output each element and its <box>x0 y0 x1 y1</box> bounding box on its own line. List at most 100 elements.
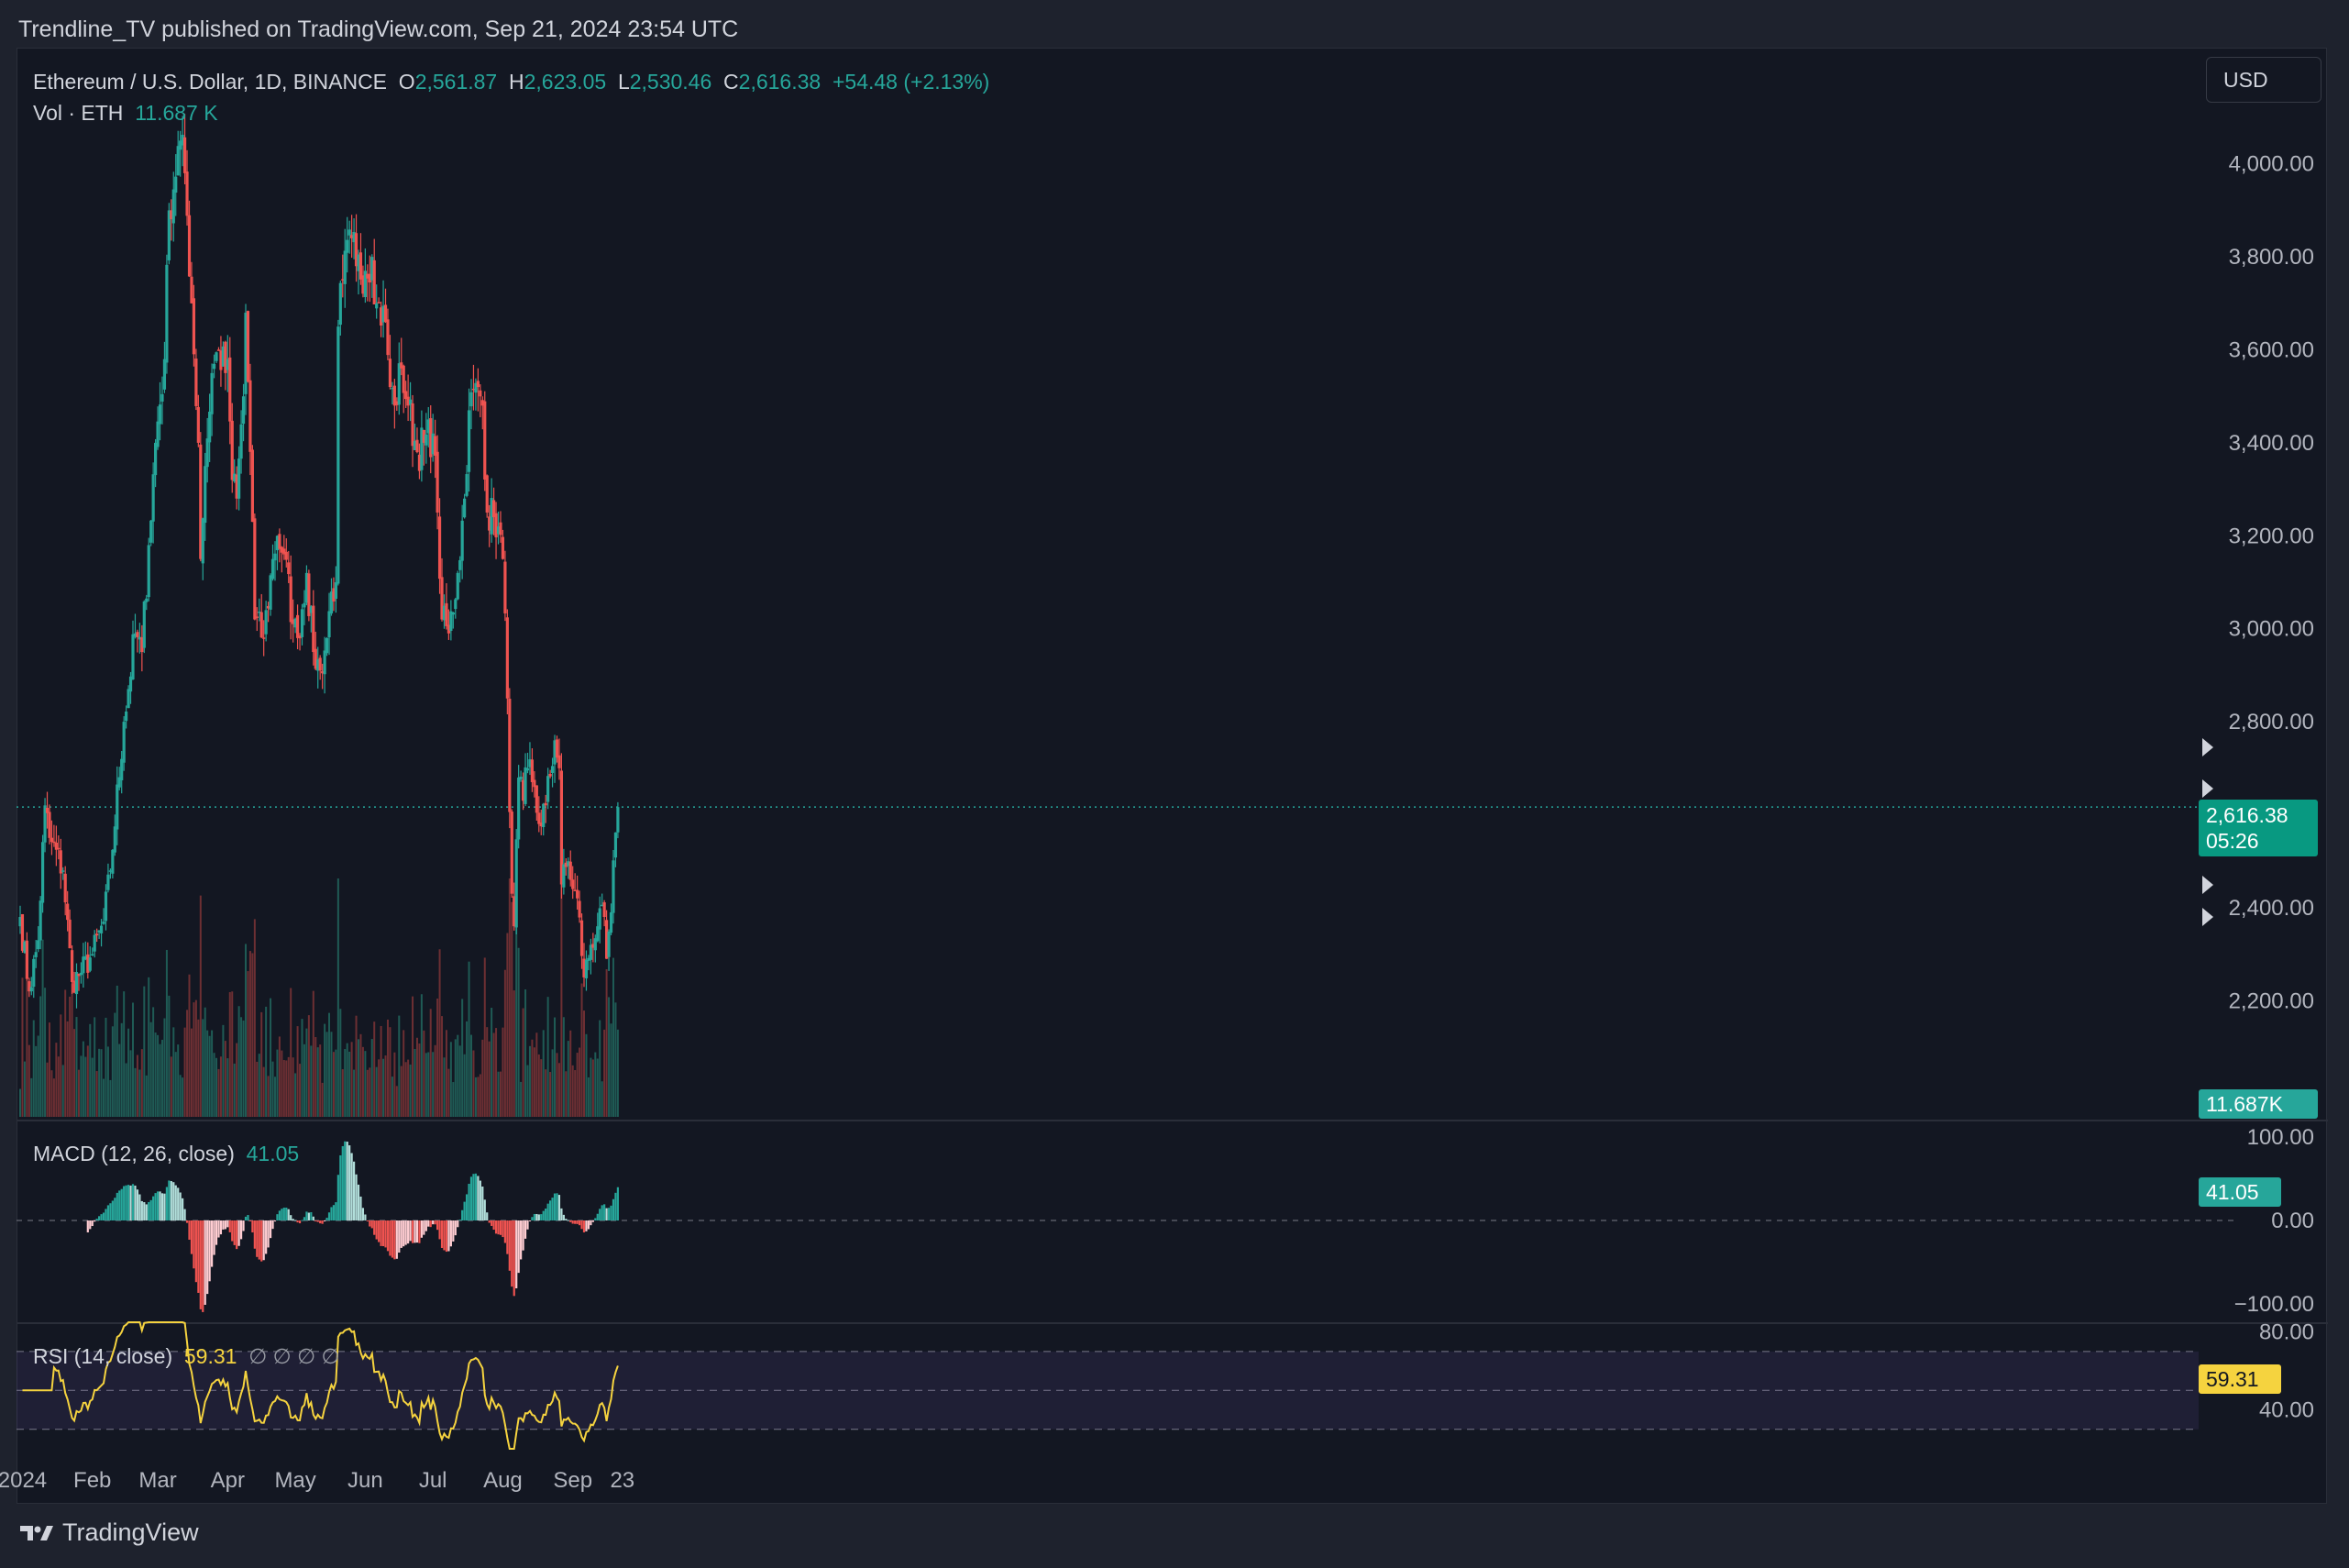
candle-body <box>307 573 311 616</box>
volume-bar <box>316 1047 319 1117</box>
rsi-line <box>22 1321 619 1450</box>
volume-bar <box>384 1055 387 1117</box>
macd-histogram-bar <box>357 1184 360 1220</box>
candle-body <box>530 759 535 782</box>
macd-histogram-bar <box>465 1194 469 1220</box>
volume-bar <box>386 1019 389 1117</box>
volume-bar <box>100 1049 103 1117</box>
candle-body <box>528 759 532 767</box>
volume-bar <box>344 1049 347 1117</box>
macd-axis-label: −100.00 <box>2234 1292 2314 1317</box>
macd-histogram-bar <box>222 1220 225 1230</box>
volume-bar <box>458 1045 461 1117</box>
candle-body <box>471 388 476 391</box>
candle-body <box>160 393 164 402</box>
volume-bar <box>404 1062 407 1117</box>
candle-body <box>332 588 336 602</box>
candle-body <box>122 722 126 763</box>
macd-histogram-bar <box>370 1220 373 1229</box>
volume-value: 11.687 K <box>135 101 218 125</box>
volume-bar <box>82 1041 84 1117</box>
volume-bar <box>129 1050 132 1117</box>
volume-bar <box>535 1032 538 1117</box>
macd-histogram-bar <box>140 1200 143 1220</box>
volume-bar <box>579 1047 581 1117</box>
symbol-title[interactable]: Ethereum / U.S. Dollar, 1D, BINANCE <box>33 70 388 94</box>
macd-histogram-bar <box>183 1209 186 1220</box>
macd-histogram-bar <box>339 1154 342 1220</box>
candle-body <box>201 518 204 564</box>
macd-histogram-bar <box>154 1193 157 1220</box>
volume-bar <box>350 1042 353 1117</box>
volume-bar <box>540 1059 543 1117</box>
candle-body <box>492 500 496 518</box>
candle-body <box>194 358 198 406</box>
macd-histogram-bar <box>533 1213 535 1220</box>
candle-body <box>145 598 149 602</box>
volume-bar <box>567 1041 569 1117</box>
candle-body <box>451 612 455 615</box>
volume-label[interactable]: Vol · ETH <box>33 101 124 125</box>
macd-histogram-bar <box>168 1180 171 1220</box>
macd-histogram-bar <box>138 1194 141 1220</box>
candle-body <box>479 390 482 397</box>
volume-bar <box>594 1052 597 1117</box>
volume-bar <box>353 1069 356 1117</box>
volume-bar <box>556 1053 558 1117</box>
candle-body <box>514 839 518 928</box>
volume-bar <box>608 997 611 1117</box>
candle-body <box>537 812 541 824</box>
volume-bar <box>159 1043 161 1117</box>
macd-histogram-bar <box>188 1220 191 1240</box>
candle-body <box>259 612 263 638</box>
macd-histogram-bar <box>614 1192 617 1220</box>
volume-bar <box>80 1055 83 1117</box>
macd-histogram-bar <box>148 1201 150 1220</box>
candle-body <box>280 547 283 553</box>
candle-body <box>370 257 374 281</box>
candle-body <box>327 611 331 638</box>
rsi-label[interactable]: RSI (14, close) <box>33 1344 173 1368</box>
macd-histogram-bar <box>219 1220 223 1235</box>
volume-bar <box>301 1019 303 1117</box>
macd-histogram-bar <box>494 1220 498 1234</box>
volume-bar <box>106 1046 109 1117</box>
macd-histogram-bar <box>427 1220 430 1227</box>
candle-body <box>68 919 72 949</box>
volume-bar <box>414 1048 416 1117</box>
price-axis-label: 3,000.00 <box>2229 617 2314 642</box>
macd-histogram-bar <box>206 1220 209 1295</box>
tradingview-logo[interactable]: TradingView <box>18 1518 199 1547</box>
volume-bar <box>603 1029 606 1117</box>
macd-histogram-bar <box>292 1219 294 1220</box>
macd-histogram-bar <box>131 1184 135 1220</box>
macd-histogram-bar <box>557 1195 561 1220</box>
macd-histogram-bar <box>352 1161 356 1220</box>
rsi-legend: RSI (14, close) 59.31 ∅ ∅ ∅ ∅ <box>33 1344 340 1369</box>
volume-bar <box>103 1078 105 1117</box>
volume-bar <box>37 1035 39 1117</box>
candle-body <box>303 602 306 608</box>
candle-body <box>503 561 507 613</box>
volume-bar <box>616 1029 619 1117</box>
candle-body <box>66 903 70 921</box>
candle-body <box>41 842 45 903</box>
macd-histogram-bar <box>163 1193 166 1220</box>
macd-axis-label: 0.00 <box>2271 1209 2314 1233</box>
volume-bar <box>601 1081 603 1117</box>
candle-body <box>354 233 358 267</box>
macd-histogram-bar <box>434 1220 436 1225</box>
volume-bar <box>491 1008 493 1117</box>
candle-body <box>463 498 467 518</box>
currency-button[interactable]: USD <box>2206 57 2321 103</box>
volume-bar <box>73 1029 76 1117</box>
macd-histogram-bar <box>585 1220 588 1231</box>
last-price-badge: 2,616.38 05:26 <box>2199 800 2318 856</box>
macd-histogram-bar <box>330 1207 333 1220</box>
time-axis-label: Feb <box>73 1468 111 1493</box>
macd-label[interactable]: MACD (12, 26, close) <box>33 1142 235 1165</box>
volume-bar <box>172 1027 175 1117</box>
candle-body <box>559 770 563 885</box>
volume-bar <box>190 1028 193 1117</box>
